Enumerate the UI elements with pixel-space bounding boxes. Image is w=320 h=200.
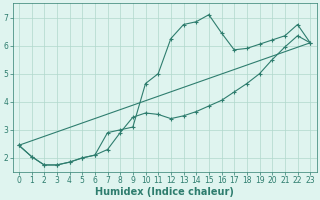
X-axis label: Humidex (Indice chaleur): Humidex (Indice chaleur)	[95, 187, 234, 197]
